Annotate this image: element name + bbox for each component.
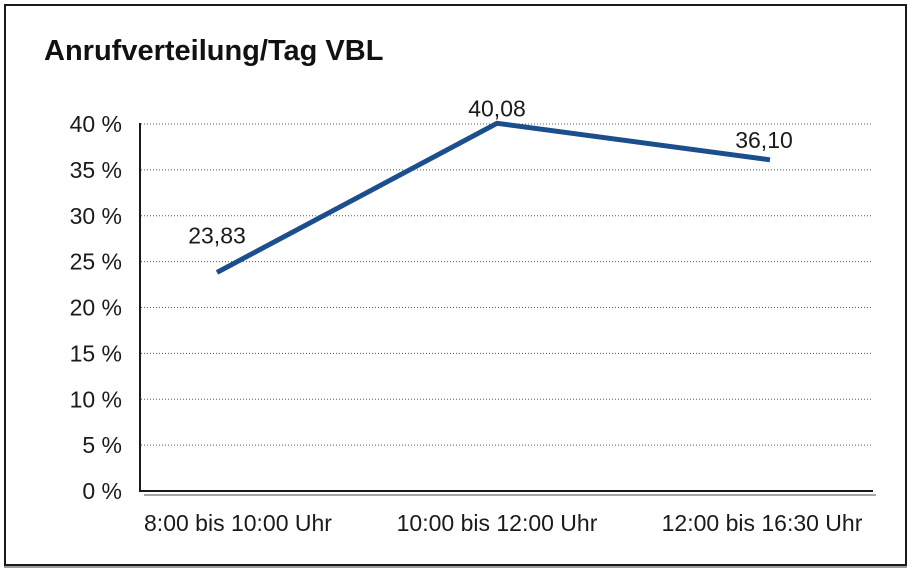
data-point-label: 40,08: [468, 95, 526, 121]
y-tick-label: 5 %: [82, 432, 122, 458]
y-tick-label: 15 %: [70, 340, 122, 366]
y-tick-label: 20 %: [70, 295, 122, 321]
y-tick-label: 10 %: [70, 386, 122, 412]
x-category-label: 8:00 bis 10:00 Uhr: [144, 510, 332, 536]
x-category-label: 12:00 bis 16:30 Uhr: [662, 510, 863, 536]
y-tick-label: 30 %: [70, 203, 122, 229]
data-line: [215, 120, 771, 275]
y-tick-label: 0 %: [82, 478, 122, 504]
y-tick-label: 25 %: [70, 249, 122, 275]
chart-frame: Anrufverteilung/Tag VBL: [4, 4, 907, 566]
data-point-label: 23,83: [188, 222, 246, 248]
x-category-label: 10:00 bis 12:00 Uhr: [397, 510, 598, 536]
data-point-label: 36,10: [735, 127, 793, 153]
y-tick-label: 35 %: [70, 157, 122, 183]
chart-title: Anrufverteilung/Tag VBL: [44, 35, 384, 67]
y-tick-label: 40 %: [70, 111, 122, 137]
